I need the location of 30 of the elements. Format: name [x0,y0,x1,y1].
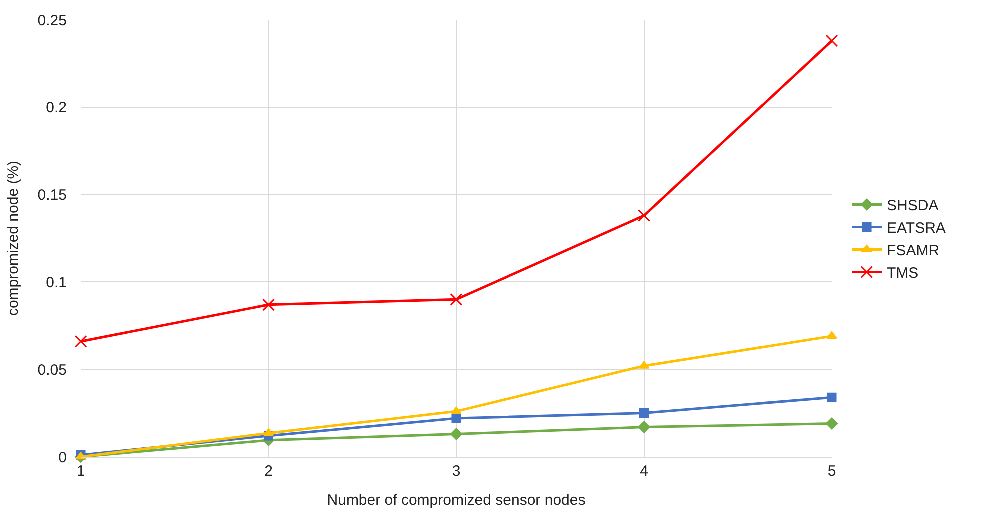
x-tick-label: 1 [76,463,86,480]
y-tick-label: 0.25 [38,12,67,30]
point [638,421,650,434]
y-axis-title: compromized node (%) [5,160,22,316]
point [74,335,88,348]
legend-label: FSAMR [887,242,940,260]
y-tick-label: 0.15 [38,187,67,204]
point [262,298,275,312]
point [826,418,838,430]
x-tick-label: 3 [452,463,461,480]
point [450,428,462,440]
y-tick-label: 0.1 [46,274,67,292]
point [826,332,838,340]
x-axis-title: Number of compromized sensor nodes [327,492,586,509]
point [827,392,837,402]
point [826,34,838,48]
y-tick-label: 0.05 [38,362,67,379]
x-tick-label: 5 [828,463,836,480]
x-tick-label: 4 [640,463,648,480]
x-tick-label: 2 [264,463,273,480]
legend-label: SHSDA [887,198,939,215]
point [638,210,650,222]
y-tick-label: 0.2 [46,100,67,117]
point [640,408,649,418]
legend-label: EATSRA [887,220,946,238]
y-tick-label: 0 [58,449,67,466]
legend-label: TMS [887,265,919,282]
point [452,414,462,424]
point [450,293,463,306]
point [451,406,462,414]
